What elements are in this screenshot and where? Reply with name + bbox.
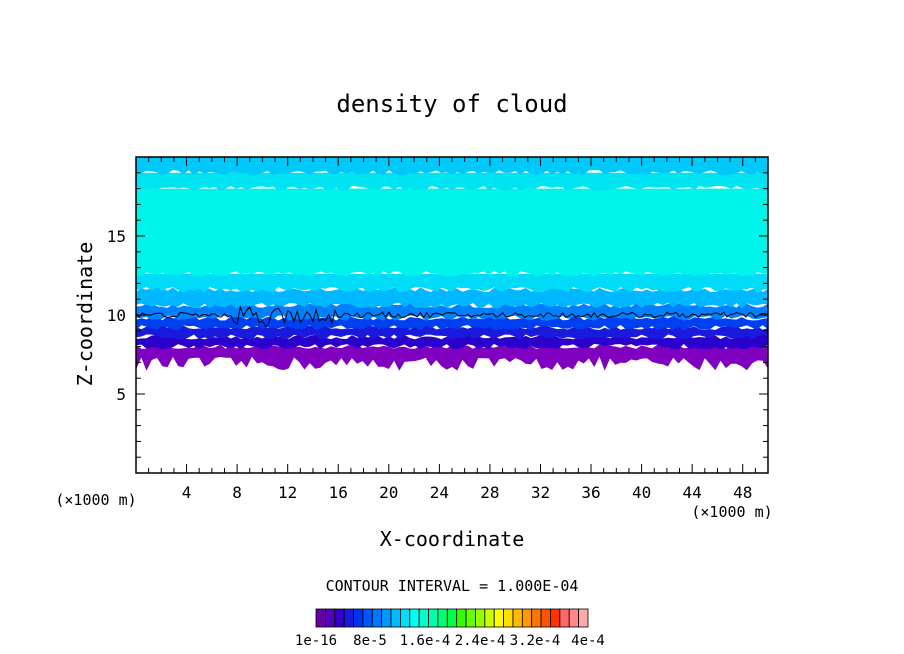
colorbar-swatch <box>390 608 401 628</box>
colorbar-label: 8e-5 <box>353 633 387 649</box>
colorbar-swatch <box>381 608 392 628</box>
x-tick-label: 24 <box>430 483 449 502</box>
cloud-band <box>136 315 768 331</box>
colorbar-label: 1.6e-4 <box>400 633 451 649</box>
contour-interval-label: CONTOUR INTERVAL = 1.000E-04 <box>326 577 579 595</box>
x-axis: 4 8 12 16 20 24 28 32 36 40 44 48 <box>148 157 756 502</box>
colorbar-swatch <box>437 608 448 628</box>
x-tick-label: 4 <box>182 483 192 502</box>
colorbar-labels: 1e-16 8e-5 1.6e-4 2.4e-4 3.2e-4 4e-4 <box>295 633 605 649</box>
plot-area <box>136 157 768 371</box>
y-axis: 5 10 15 <box>107 172 768 458</box>
colorbar-label: 4e-4 <box>571 633 605 649</box>
colorbar-swatch <box>446 608 458 628</box>
colorbar-swatch <box>409 608 420 628</box>
cloud-band <box>136 303 768 321</box>
colorbar-swatch <box>400 608 411 628</box>
colorbar-swatch <box>362 608 373 628</box>
colorbar-label: 2.4e-4 <box>455 633 506 649</box>
colorbar-swatch <box>578 608 589 628</box>
x-tick-label: 40 <box>632 483 651 502</box>
x-tick-label: 12 <box>278 483 297 502</box>
chart-title: density of cloud <box>336 90 567 118</box>
y-tick-label: 5 <box>116 385 126 404</box>
x-axis-label: X-coordinate <box>380 527 525 551</box>
colorbar-swatch <box>512 608 523 628</box>
contour-line <box>136 304 768 328</box>
colorbar-label: 3.2e-4 <box>510 633 561 649</box>
colorbar-swatch <box>493 608 504 628</box>
y-axis-label: Z-coordinate <box>73 242 97 387</box>
cloud-band <box>136 172 768 192</box>
x-unit-left: (×1000 m) <box>55 491 136 509</box>
x-tick-label: 16 <box>329 483 348 502</box>
colorbar-swatch <box>465 608 476 628</box>
x-tick-label: 20 <box>379 483 398 502</box>
colorbar-swatch <box>503 608 514 628</box>
cloud-band <box>136 188 768 277</box>
colorbar-swatch <box>559 608 570 628</box>
colorbar <box>315 608 589 628</box>
colorbar-swatch <box>418 608 429 628</box>
colorbar-swatch <box>353 608 364 628</box>
cloud-band <box>136 325 768 340</box>
x-unit-right: (×1000 m) <box>691 503 772 521</box>
cloud-band <box>136 273 768 293</box>
colorbar-swatch <box>334 608 345 628</box>
colorbar-swatch <box>343 608 354 628</box>
colorbar-swatch <box>521 608 533 628</box>
x-tick-label: 8 <box>232 483 242 502</box>
colorbar-swatch <box>531 608 542 628</box>
contour-lines <box>136 304 768 328</box>
colorbar-swatch <box>428 608 439 628</box>
cloud-band <box>136 344 768 371</box>
y-tick-label: 15 <box>107 227 126 246</box>
colorbar-swatch <box>550 608 561 628</box>
colorbar-swatch <box>456 608 467 628</box>
cloud-band <box>136 157 768 176</box>
colorbar-swatch <box>540 608 551 628</box>
colorbar-swatch <box>315 608 326 628</box>
colorbar-swatch <box>475 608 486 628</box>
x-tick-label: 32 <box>531 483 550 502</box>
x-tick-label: 28 <box>480 483 499 502</box>
cloud-band <box>136 287 768 309</box>
colorbar-label: 1e-16 <box>295 633 337 649</box>
cloud-band <box>136 334 768 350</box>
x-tick-label: 44 <box>683 483 702 502</box>
colorbar-swatch <box>371 608 383 628</box>
colorbar-swatch <box>568 608 580 628</box>
x-tick-label: 48 <box>733 483 752 502</box>
colorbar-swatch <box>484 608 495 628</box>
x-tick-label: 36 <box>581 483 600 502</box>
y-tick-label: 10 <box>107 306 126 325</box>
colorbar-swatch <box>324 608 336 628</box>
